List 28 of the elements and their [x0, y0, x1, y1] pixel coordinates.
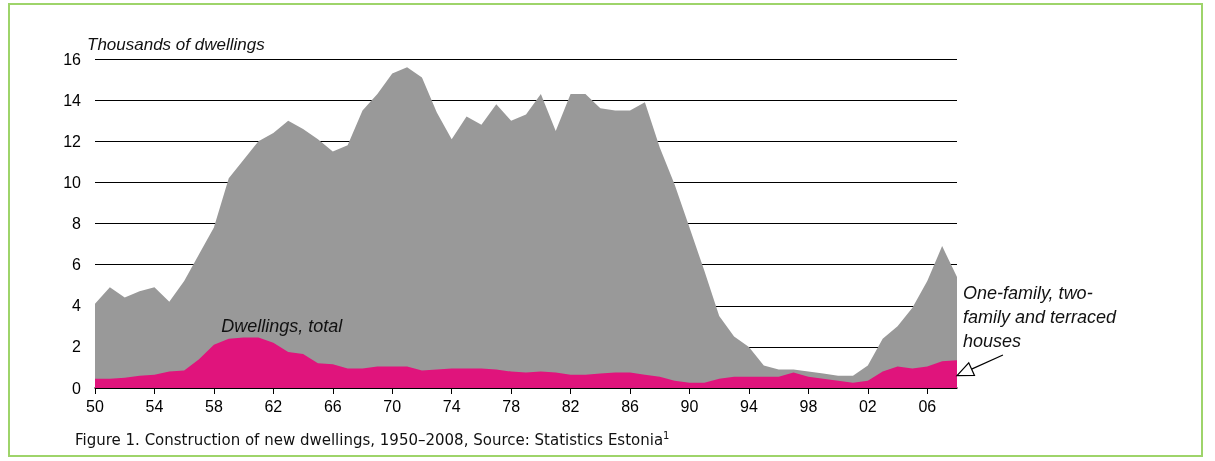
x-tick-label: 78	[502, 397, 521, 415]
x-tick-label: 50	[86, 397, 104, 415]
caption: Figure 1. Construction of new dwellings, 1950–2008, Source: Statistics Estonia$^{1}$	[75, 430, 670, 449]
x-tick-label: 74	[442, 397, 461, 415]
x-tick-label: 94	[740, 397, 758, 415]
x-tick-label: 54	[145, 397, 164, 415]
y-tick-label: 12	[63, 132, 82, 150]
x-tick-label: 06	[918, 397, 937, 415]
y-tick-label: 2	[72, 338, 82, 356]
y-axis-title: Thousands of dwellings	[87, 35, 266, 54]
series-label: One-family, two-family and terraced houses	[962, 282, 1118, 354]
x-tick-label: 58	[205, 397, 223, 415]
y-tick-label: 14	[63, 91, 82, 109]
x-tick-label: 90	[680, 397, 699, 415]
y-tick-label: 0	[72, 379, 82, 397]
x-tick-label: 66	[323, 397, 342, 415]
x-tick-label: 02	[858, 397, 877, 415]
y-tick-label: 8	[72, 215, 82, 232]
x-tick-label: 70	[383, 397, 402, 415]
x-tick-label: 82	[561, 397, 580, 415]
y-tick-label: 4	[72, 297, 82, 315]
y-tick-label: 6	[72, 256, 82, 274]
series-label: Dwellings, total	[221, 314, 344, 338]
y-tick-label: 16	[63, 50, 82, 68]
x-tick-label: 62	[264, 397, 283, 415]
y-tick-label: 10	[63, 173, 82, 191]
x-tick-label: 86	[621, 397, 640, 415]
x-tick-label: 98	[799, 397, 818, 415]
